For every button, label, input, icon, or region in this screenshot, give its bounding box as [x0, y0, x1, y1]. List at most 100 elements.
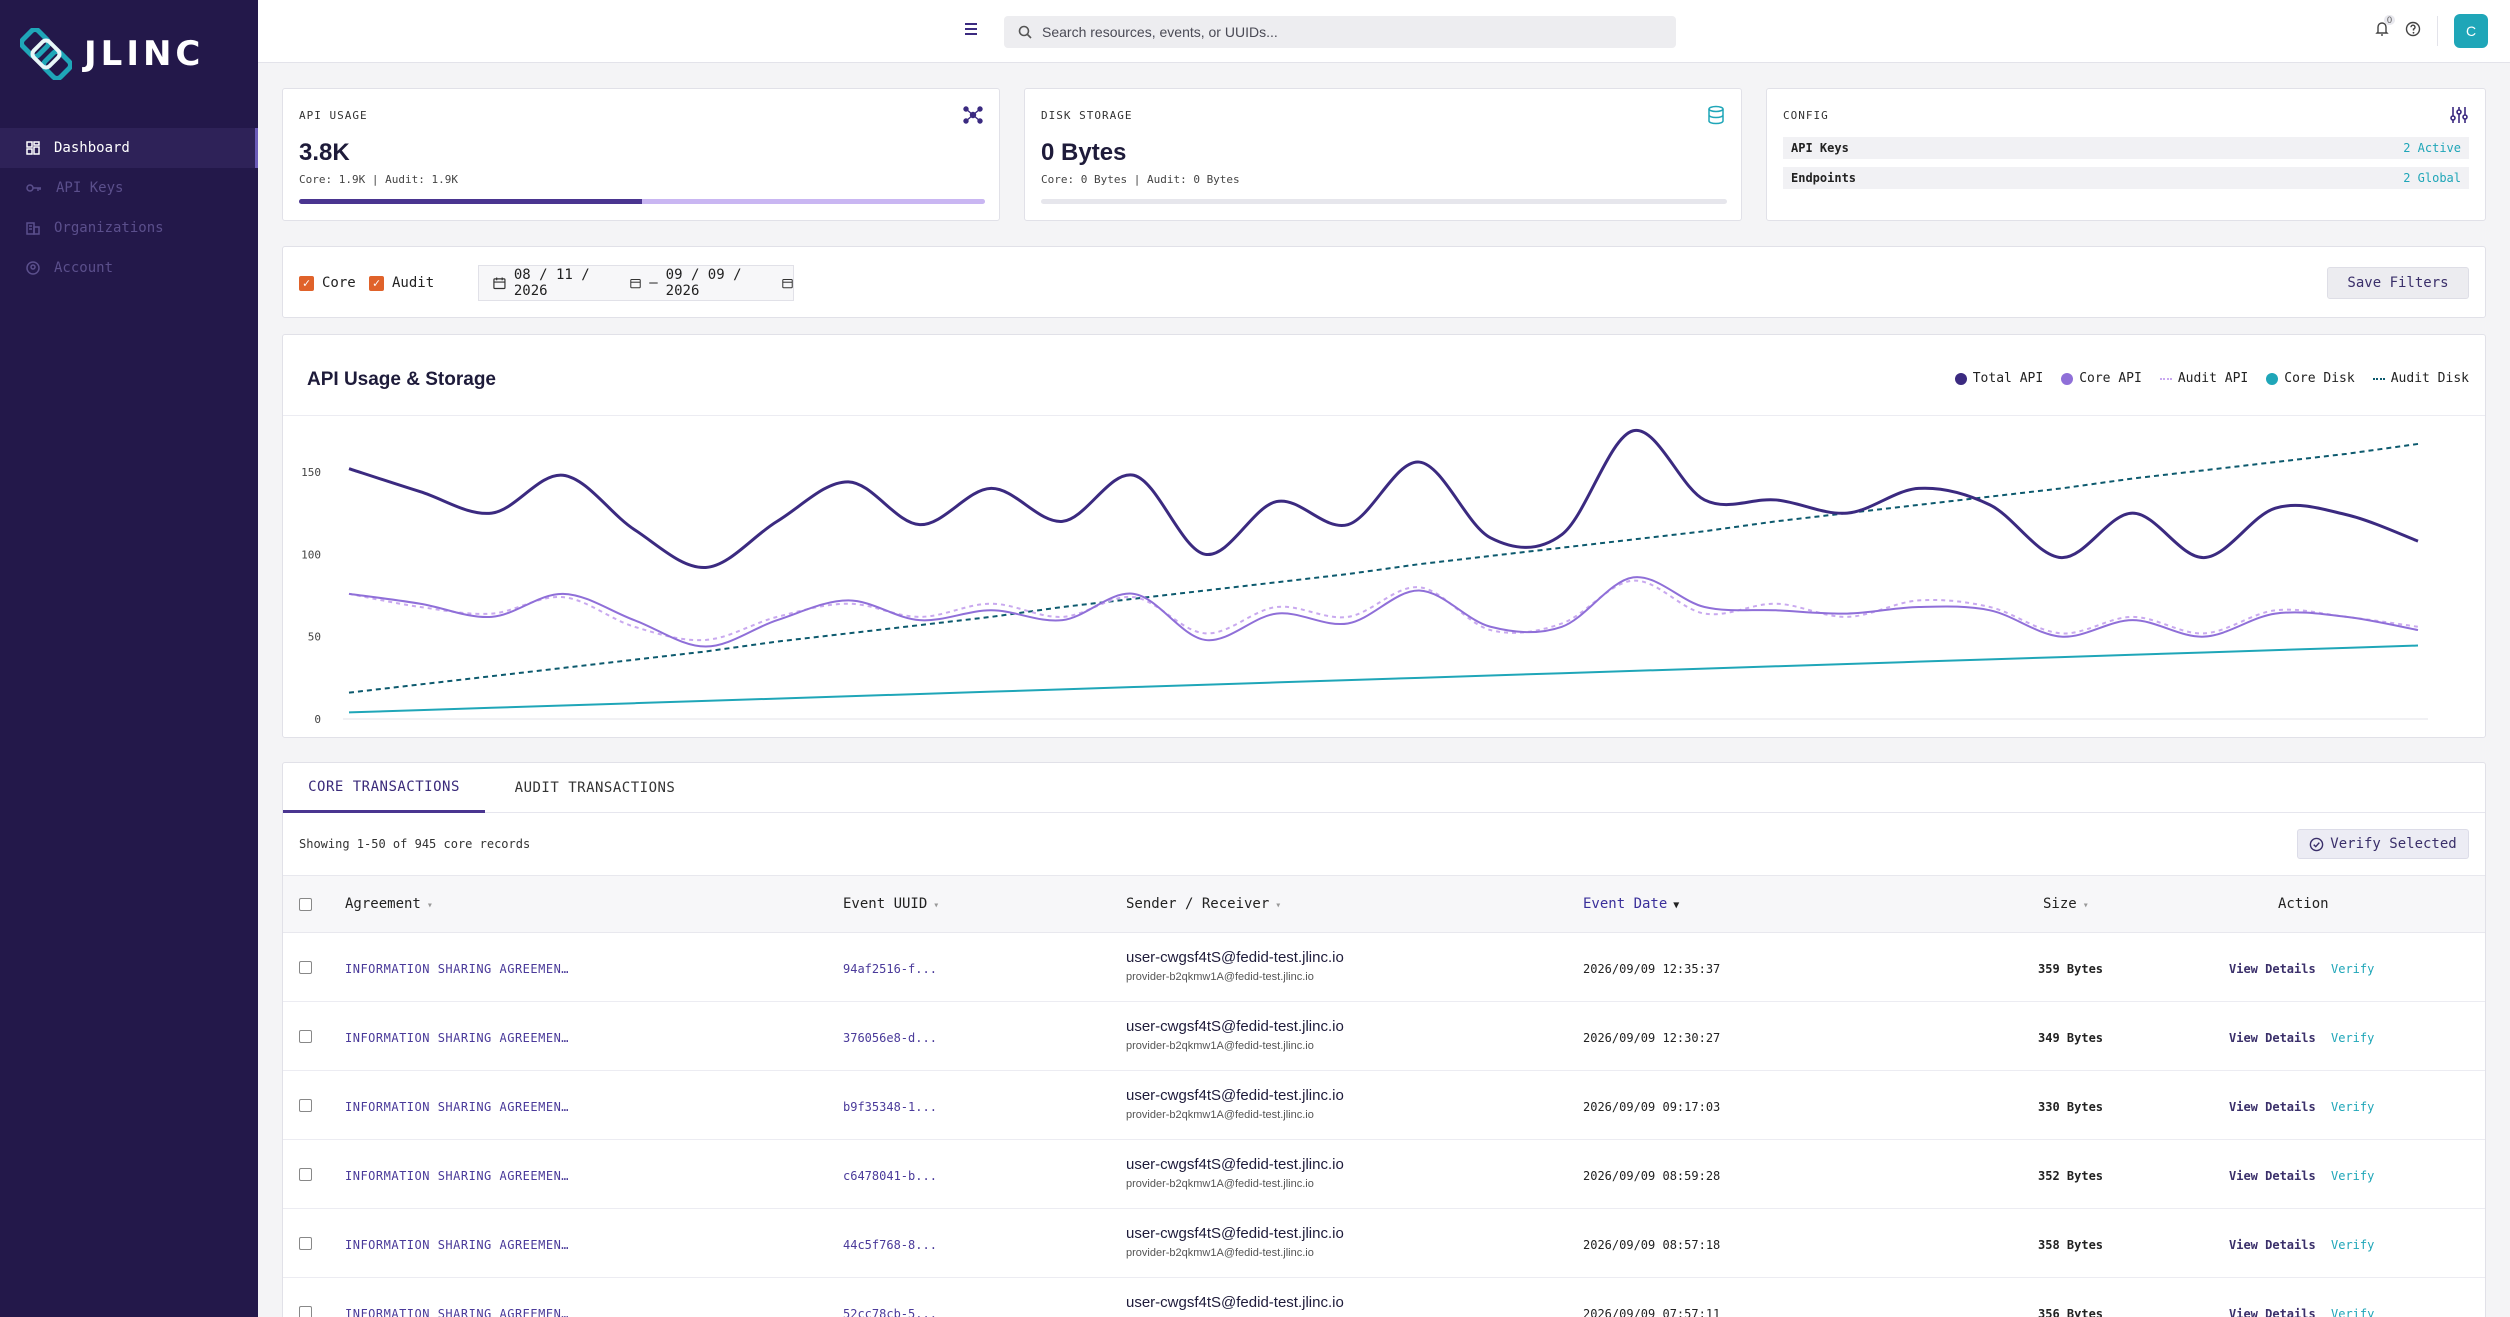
agreement-link[interactable]: INFORMATION SHARING AGREEMEN…: [345, 1031, 570, 1045]
audit-filter-checkbox[interactable]: ✓ Audit: [369, 275, 434, 291]
event-date: 2026/09/09 09:17:03: [1583, 1100, 1721, 1114]
account-icon: [26, 261, 40, 275]
row-checkbox[interactable]: [299, 1306, 312, 1317]
column-event-uuid[interactable]: Event UUID ▾: [843, 896, 939, 912]
logo[interactable]: JLINC: [20, 28, 204, 80]
column-label: Sender / Receiver: [1126, 896, 1270, 912]
tab-core-transactions[interactable]: CORE TRANSACTIONS: [283, 763, 485, 813]
sidebar-item-label: Dashboard: [54, 140, 130, 156]
verify-link[interactable]: Verify: [2331, 1031, 2375, 1045]
help-button[interactable]: [2405, 21, 2421, 42]
api-usage-progress: [299, 199, 985, 204]
verify-selected-button[interactable]: Verify Selected: [2297, 829, 2469, 859]
sidebar: JLINC Dashboard API Keys Organizations A…: [0, 0, 258, 1317]
series-line-core-api[interactable]: [348, 576, 2419, 648]
sidebar-item-account[interactable]: Account: [0, 248, 258, 288]
save-filters-button[interactable]: Save Filters: [2327, 267, 2469, 299]
row-checkbox[interactable]: [299, 1030, 312, 1043]
config-row-api-keys: API Keys 2 Active: [1783, 137, 2469, 159]
card-label: CONFIG: [1783, 109, 1829, 122]
sidebar-item-label: Organizations: [54, 220, 164, 236]
view-details-link[interactable]: View Details: [2229, 962, 2316, 976]
event-uuid[interactable]: 44c5f768-8...: [843, 1238, 937, 1252]
row-checkbox[interactable]: [299, 961, 312, 974]
agreement-link[interactable]: INFORMATION SHARING AGREEMEN…: [345, 1307, 570, 1317]
sort-desc-icon: ▼: [1673, 900, 1680, 911]
legend-marker: [1954, 372, 1967, 385]
series-line-audit-api[interactable]: [348, 579, 2419, 642]
event-uuid[interactable]: 94af2516-f...: [843, 962, 937, 976]
disk-storage-card: DISK STORAGE 0 Bytes Core: 0 Bytes | Aud…: [1024, 88, 1742, 221]
event-uuid[interactable]: 376056e8-d...: [843, 1031, 937, 1045]
sidebar-item-dashboard[interactable]: Dashboard: [0, 128, 258, 168]
row-checkbox[interactable]: [299, 1099, 312, 1112]
legend-item[interactable]: Core Disk: [2266, 371, 2355, 386]
database-icon: [1707, 105, 1725, 130]
event-uuid[interactable]: 52cc78cb-5...: [843, 1307, 937, 1317]
notifications-button[interactable]: 0: [2375, 14, 2395, 42]
config-key: Endpoints: [1791, 171, 1857, 185]
agreement-link[interactable]: INFORMATION SHARING AGREEMEN…: [345, 962, 570, 976]
view-details-link[interactable]: View Details: [2229, 1031, 2316, 1045]
agreement-link[interactable]: INFORMATION SHARING AGREEMEN…: [345, 1100, 570, 1114]
verify-link[interactable]: Verify: [2331, 1307, 2375, 1317]
row-checkbox[interactable]: [299, 1237, 312, 1250]
table-row: INFORMATION SHARING AGREEMEN… 44c5f768-8.…: [283, 1209, 2485, 1278]
sidebar-item-label: Account: [54, 260, 114, 276]
column-event-date[interactable]: Event Date ▼: [1583, 896, 1679, 912]
checkmark-icon: ✓: [369, 275, 384, 291]
column-size[interactable]: Size ▾: [2043, 896, 2089, 912]
column-sender-receiver[interactable]: Sender / Receiver ▾: [1126, 896, 1281, 912]
legend-item[interactable]: Audit Disk: [2372, 371, 2469, 386]
sidebar-item-organizations[interactable]: Organizations: [0, 208, 258, 248]
date-range-picker[interactable]: 08 / 11 / 2026 – 09 / 09 / 2026: [478, 265, 794, 301]
sender: user-cwgsf4tS@fedid-test.jlinc.io: [1126, 1087, 1344, 1104]
help-icon: [2405, 21, 2421, 36]
line-chart: 0 50 100 150: [301, 429, 2428, 726]
event-uuid[interactable]: c6478041-b...: [843, 1169, 937, 1183]
receiver: provider-b2qkmw1A@fedid-test.jlinc.io: [1126, 1040, 1314, 1052]
key-icon: [26, 184, 41, 192]
view-details-link[interactable]: View Details: [2229, 1169, 2316, 1183]
agreement-link[interactable]: INFORMATION SHARING AGREEMEN…: [345, 1238, 570, 1252]
event-uuid[interactable]: b9f35348-1...: [843, 1100, 937, 1114]
legend-item[interactable]: Core API: [2061, 371, 2142, 386]
api-usage-storage-chart: API Usage & Storage Total API Core API Aud…: [282, 334, 2486, 738]
date-from[interactable]: 08 / 11 / 2026: [513, 267, 590, 299]
view-details-link[interactable]: View Details: [2229, 1307, 2316, 1317]
sidebar-item-api-keys[interactable]: API Keys: [0, 168, 258, 208]
verify-link[interactable]: Verify: [2331, 1100, 2375, 1114]
sender: user-cwgsf4tS@fedid-test.jlinc.io: [1126, 1156, 1344, 1173]
core-filter-checkbox[interactable]: ✓ Core: [299, 275, 356, 291]
select-all-checkbox[interactable]: [299, 898, 312, 911]
core-usage-fill: [299, 199, 642, 204]
records-info: Showing 1-50 of 945 core records: [299, 837, 531, 851]
record-size: 356 Bytes: [2038, 1307, 2104, 1317]
date-to[interactable]: 09 / 09 / 2026: [665, 267, 742, 299]
series-line-core-disk[interactable]: [348, 644, 2419, 714]
view-details-link[interactable]: View Details: [2229, 1100, 2316, 1114]
legend-label: Core Disk: [2284, 371, 2355, 386]
menu-toggle-button[interactable]: [964, 22, 978, 40]
legend-label: Audit API: [2177, 371, 2249, 386]
config-key: API Keys: [1791, 141, 1849, 155]
sort-icon: ▾: [2082, 900, 2089, 911]
agreement-link[interactable]: INFORMATION SHARING AGREEMEN…: [345, 1169, 570, 1183]
jlinc-logo-icon: [20, 28, 72, 80]
checkmark-icon: ✓: [299, 275, 314, 291]
avatar[interactable]: C: [2454, 14, 2488, 48]
verify-link[interactable]: Verify: [2331, 1238, 2375, 1252]
view-details-link[interactable]: View Details: [2229, 1238, 2316, 1252]
sort-icon: ▾: [933, 900, 940, 911]
search-input[interactable]: Search resources, events, or UUIDs...: [1004, 16, 1676, 48]
legend-item[interactable]: Audit API: [2159, 371, 2249, 386]
card-label: DISK STORAGE: [1041, 109, 1133, 122]
column-agreement[interactable]: Agreement ▾: [345, 896, 433, 912]
verify-link[interactable]: Verify: [2331, 1169, 2375, 1183]
verify-link[interactable]: Verify: [2331, 962, 2375, 976]
tab-audit-transactions[interactable]: AUDIT TRANSACTIONS: [514, 780, 676, 796]
series-line-total-api[interactable]: [348, 429, 2419, 569]
row-checkbox[interactable]: [299, 1168, 312, 1181]
legend-item[interactable]: Total API: [1954, 371, 2043, 386]
building-icon: [26, 222, 40, 235]
